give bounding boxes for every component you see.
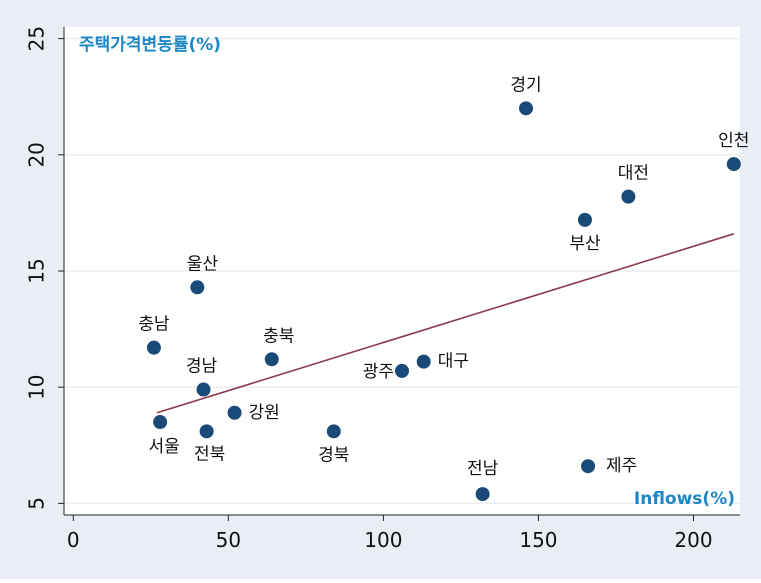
point-label: 대전 — [618, 164, 649, 184]
y-tick-label: 5 — [25, 497, 49, 510]
point-전북 — [199, 424, 214, 439]
point-대전 — [621, 189, 636, 204]
point-label: 부산 — [569, 234, 601, 254]
point-label: 경남 — [186, 357, 218, 377]
point-광주 — [395, 363, 409, 378]
fit-line-layer — [156, 233, 735, 414]
x-tick-label: 0 — [67, 528, 80, 552]
point-label: 충남 — [138, 315, 170, 335]
point-인천 — [726, 157, 741, 172]
point-label: 전북 — [194, 444, 225, 464]
point-label: 강원 — [249, 403, 280, 423]
point-label: 서울 — [148, 437, 179, 457]
point-label: 전남 — [467, 459, 499, 479]
point-서울 — [153, 415, 168, 430]
point-울산 — [190, 280, 205, 295]
point-label: 대구 — [438, 352, 469, 372]
x-tick-label: 50 — [216, 528, 241, 552]
point-전남 — [475, 487, 490, 502]
point-label: 광주 — [363, 362, 394, 382]
x-tick-label: 150 — [519, 528, 557, 552]
x-tick-label: 200 — [674, 528, 712, 552]
y-tick-label: 15 — [25, 258, 49, 283]
point-경남 — [196, 382, 211, 397]
point-경기 — [519, 101, 534, 116]
point-경북 — [326, 424, 341, 439]
point-label: 울산 — [187, 254, 219, 274]
x-axis-title: Inflows(%) — [634, 489, 735, 509]
point-label: 제주 — [606, 456, 637, 476]
y-tick-label: 10 — [25, 374, 49, 399]
y-axis-title: 주택가격변동률(%) — [79, 35, 221, 55]
gridlines — [64, 37, 740, 505]
axes: 5 10 15 20 25 0 50 100 150 200 — [25, 26, 740, 552]
y-tick-label: 20 — [25, 142, 49, 167]
point-label: 인천 — [718, 131, 749, 151]
point-강원 — [227, 405, 242, 420]
fit-line — [156, 233, 735, 414]
y-tick-label: 25 — [25, 26, 49, 51]
point-부산 — [577, 212, 592, 227]
point-label: 경기 — [510, 75, 541, 95]
point-충남 — [146, 340, 161, 355]
point-제주 — [581, 459, 596, 474]
point-label: 경북 — [318, 445, 349, 465]
point-대구 — [416, 354, 431, 369]
x-tick-label: 100 — [364, 528, 402, 552]
point-충북 — [264, 352, 279, 367]
point-label: 충북 — [263, 326, 294, 346]
